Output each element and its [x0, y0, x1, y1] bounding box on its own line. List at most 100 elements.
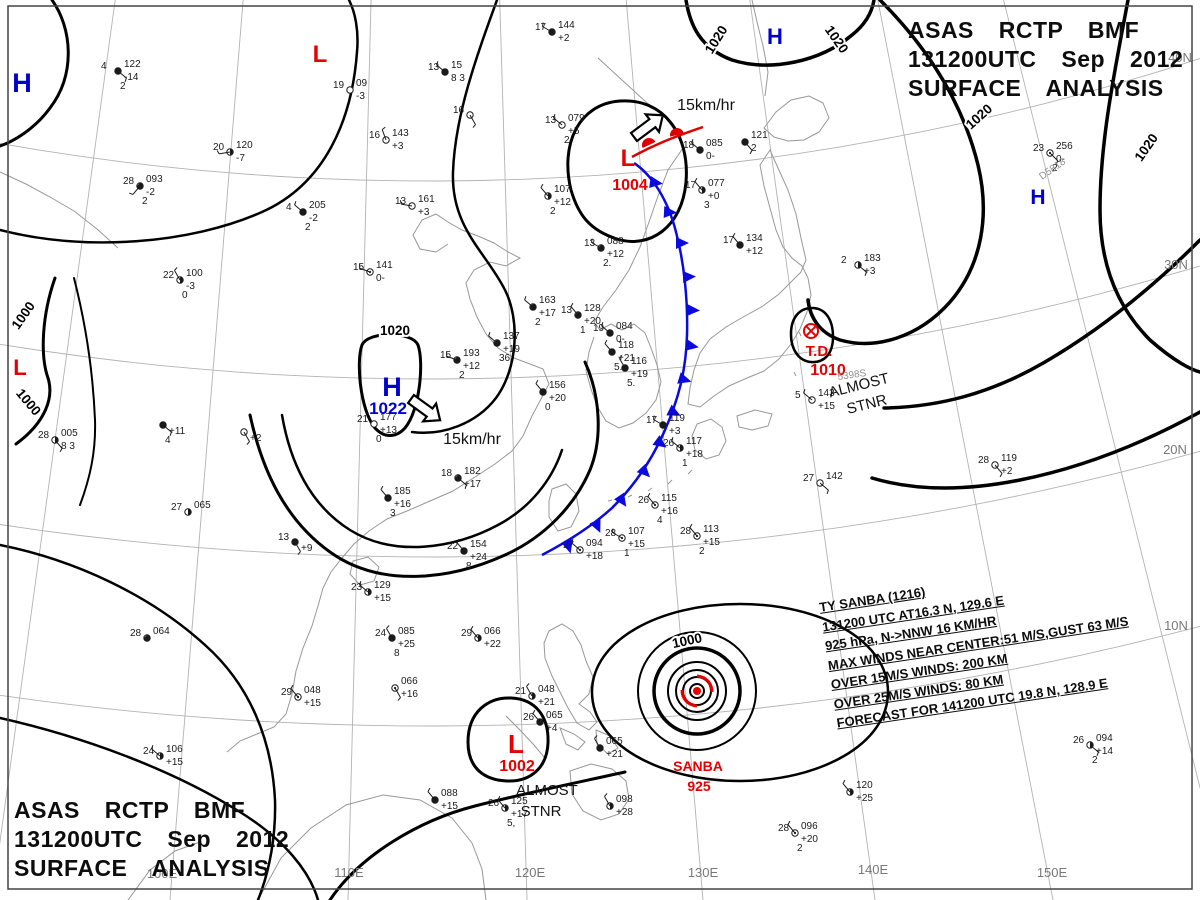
wind-barb	[469, 114, 476, 125]
station-dewpoint: +3	[392, 141, 404, 152]
wind-barb	[694, 181, 703, 191]
station-dewpoint: +21	[618, 353, 635, 364]
station-pressure: 177	[380, 412, 397, 423]
station-pressure: 084	[616, 321, 633, 332]
station-temperature: 27	[171, 502, 183, 513]
isobar-line	[882, 238, 1200, 410]
station-temperature: 2	[841, 255, 847, 266]
station-dewpoint: +25	[398, 639, 415, 650]
station-pressure: 154	[470, 539, 487, 550]
station-temperature: 28	[680, 526, 692, 537]
station-plot: 28 093 -22	[123, 174, 163, 207]
station-extra: 36	[499, 353, 511, 364]
wind-barb	[470, 629, 479, 639]
high-center-label: H	[767, 24, 783, 49]
isobar-line	[789, 306, 835, 364]
meridian-line	[877, 0, 1054, 900]
station-pressure: 066	[401, 676, 418, 687]
cold-front-triangle	[666, 404, 681, 416]
station-pressure: 107	[628, 526, 645, 537]
high-center-label: H	[1030, 186, 1045, 209]
wind-barb	[457, 477, 467, 486]
coastline	[412, 213, 449, 253]
station-dewpoint: 0-	[376, 273, 385, 284]
station-plot: 26 125 +175,	[488, 795, 528, 829]
station-pressure: 094	[586, 538, 603, 549]
station-pressure: 079	[568, 113, 585, 124]
station-pressure: 088	[441, 788, 458, 799]
typhoon-arm	[680, 689, 698, 708]
station-temperature: 24	[143, 746, 155, 757]
station-temperature: 23	[1033, 143, 1045, 154]
wind-barb	[456, 542, 465, 552]
coordinate-label: 110E	[334, 865, 364, 880]
station-pressure: 129	[374, 580, 391, 591]
station-pressure: 161	[418, 194, 435, 205]
station-pressure: 065	[546, 710, 563, 721]
station-dewpoint: +4	[546, 723, 558, 734]
station-plot: +114	[159, 421, 186, 446]
station-temperature: 15	[353, 262, 365, 273]
cold-front-triangle	[589, 518, 601, 533]
station-dewpoint: +19	[503, 344, 520, 355]
wind-barb	[647, 496, 656, 506]
cold-front-triangle	[649, 176, 663, 188]
coordinate-label: 30N	[1164, 257, 1188, 272]
coastline	[763, 95, 830, 142]
wind-barb	[54, 439, 63, 449]
station-temperature: 28	[978, 455, 990, 466]
station-extra: 2	[305, 222, 311, 233]
isobar-line	[466, 696, 550, 783]
station-dewpoint: +15	[441, 801, 458, 812]
station-plot: 23 129 +15	[351, 580, 391, 604]
station-dewpoint: -3	[356, 91, 365, 102]
station-plot: 13 161 +3	[395, 194, 435, 218]
wind-barb	[542, 26, 553, 33]
station-plot: 120+25	[842, 779, 873, 804]
wind-barb	[732, 236, 741, 246]
typhoon-isobar-ring	[667, 661, 727, 721]
coordinate-label: 20N	[1163, 442, 1187, 457]
station-plot: 116 +195.	[619, 355, 648, 389]
station-temperature: 23	[351, 582, 363, 593]
station-pressure: 119	[1001, 453, 1017, 464]
station-pressure: 085	[398, 626, 415, 637]
station-plot: 22 154 +248	[447, 538, 487, 572]
meridian-line	[0, 0, 116, 845]
station-plot: 28 005 8 3	[38, 428, 78, 453]
station-pressure: 064	[153, 626, 170, 637]
station-pressure: 048	[304, 685, 321, 696]
parallel-line	[0, 265, 1200, 380]
ship-id-label: 5398S	[837, 368, 867, 383]
station-extra: 3	[390, 508, 396, 519]
coordinate-label: 140E	[858, 862, 889, 877]
wind-barb	[571, 542, 581, 551]
station-temperature: 13	[561, 305, 573, 316]
station-extra: 8	[466, 561, 472, 572]
station-plot: 24 085 +258	[375, 625, 415, 659]
station-extra: 2.	[603, 258, 611, 269]
station-temperature: 26	[488, 798, 500, 809]
coastline	[548, 483, 580, 532]
station-extra: 4	[657, 515, 663, 526]
station-plot: 26 094 +142	[1073, 733, 1113, 766]
isobar-line	[410, 0, 516, 434]
station-temperature: 4	[101, 61, 107, 72]
station-pressure: 15	[451, 60, 463, 71]
station-plot: 17 134 +12	[723, 232, 763, 257]
isobar-line	[248, 360, 600, 578]
pressure-value-label: 1022	[369, 399, 407, 418]
station-temperature: 22	[447, 541, 459, 552]
wind-barb	[174, 270, 181, 281]
station-dewpoint: +2	[1001, 466, 1013, 477]
station-temperature: 26	[1073, 735, 1085, 746]
wind-barb	[553, 117, 563, 126]
station-extra: 2	[120, 81, 126, 92]
station-plot: 118 +215.	[604, 339, 635, 373]
station-dewpoint: +24	[470, 552, 487, 563]
station-pressure: 163	[539, 295, 556, 306]
